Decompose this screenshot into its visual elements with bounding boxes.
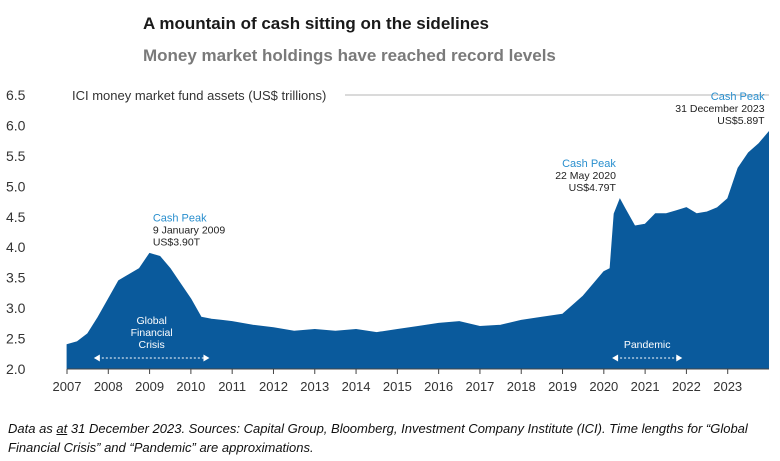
period-label: Financial xyxy=(131,327,173,339)
chart-title: A mountain of cash sitting on the sideli… xyxy=(143,14,490,33)
y-tick-label: 4.0 xyxy=(6,239,26,255)
y-tick-label: 2.5 xyxy=(6,331,26,347)
x-tick-label: 2022 xyxy=(672,379,701,394)
x-tick-label: 2018 xyxy=(507,379,536,394)
x-tick-label: 2007 xyxy=(53,379,82,394)
period-label: Global xyxy=(136,315,166,327)
period-arrow-right xyxy=(203,354,210,362)
x-tick-label: 2020 xyxy=(589,379,618,394)
y-tick-label: 3.0 xyxy=(6,300,26,316)
period-arrow-left xyxy=(93,354,100,362)
x-tick-label: 2016 xyxy=(424,379,453,394)
y-tick-label: 2.0 xyxy=(6,361,26,377)
annotation-title: Cash Peak xyxy=(562,158,616,170)
annotation-value: US$3.90T xyxy=(153,236,201,248)
annotation-title: Cash Peak xyxy=(711,91,765,103)
x-tick-label: 2017 xyxy=(465,379,494,394)
y-tick-label: 3.5 xyxy=(6,270,26,286)
y-axis-label: ICI money market fund assets (US$ trilli… xyxy=(72,88,326,103)
x-tick-label: 2014 xyxy=(342,379,371,394)
annotation-value: US$5.89T xyxy=(717,115,765,127)
x-tick-label: 2021 xyxy=(631,379,660,394)
annotation-value: US$4.79T xyxy=(569,182,617,194)
x-tick-label: 2023 xyxy=(713,379,742,394)
annotation-date: 22 May 2020 xyxy=(555,170,616,182)
period-label: Crisis xyxy=(139,339,165,351)
period-arrow-right xyxy=(676,354,683,362)
x-tick-label: 2010 xyxy=(176,379,205,394)
y-tick-label: 4.5 xyxy=(6,209,26,225)
x-tick-label: 2009 xyxy=(135,379,164,394)
footnote-text: 31 December 2023. Sources: Capital Group… xyxy=(8,421,748,455)
annotation-title: Cash Peak xyxy=(153,212,207,224)
period-label: Pandemic xyxy=(624,339,671,351)
y-tick-label: 6.5 xyxy=(6,87,26,103)
annotation-date: 31 December 2023 xyxy=(675,103,764,115)
area-chart: 2.0 2.5 3.0 3.5 4.0 4.5 5.0 5.5 6.0 6.5 2007 2008 20… xyxy=(6,87,770,394)
footnote-underlined: at xyxy=(56,421,68,436)
x-tick-label: 2012 xyxy=(259,379,288,394)
x-tick-label: 2013 xyxy=(300,379,329,394)
y-tick-label: 5.5 xyxy=(6,148,26,164)
period-arrow-left xyxy=(612,354,619,362)
x-tick-label: 2019 xyxy=(548,379,577,394)
chart-subtitle: Money market holdings have reached recor… xyxy=(143,46,556,65)
area-series xyxy=(66,131,770,370)
x-tick-label: 2008 xyxy=(94,379,123,394)
annotation-date: 9 January 2009 xyxy=(153,224,226,236)
y-tick-label: 5.0 xyxy=(6,178,26,194)
y-tick-label: 6.0 xyxy=(6,117,26,133)
x-tick-label: 2015 xyxy=(383,379,412,394)
x-tick-label: 2011 xyxy=(218,379,246,394)
footnote: Data as at 31 December 2023. Sources: Ca… xyxy=(8,419,778,457)
footnote-prefix: Data as xyxy=(8,421,57,436)
